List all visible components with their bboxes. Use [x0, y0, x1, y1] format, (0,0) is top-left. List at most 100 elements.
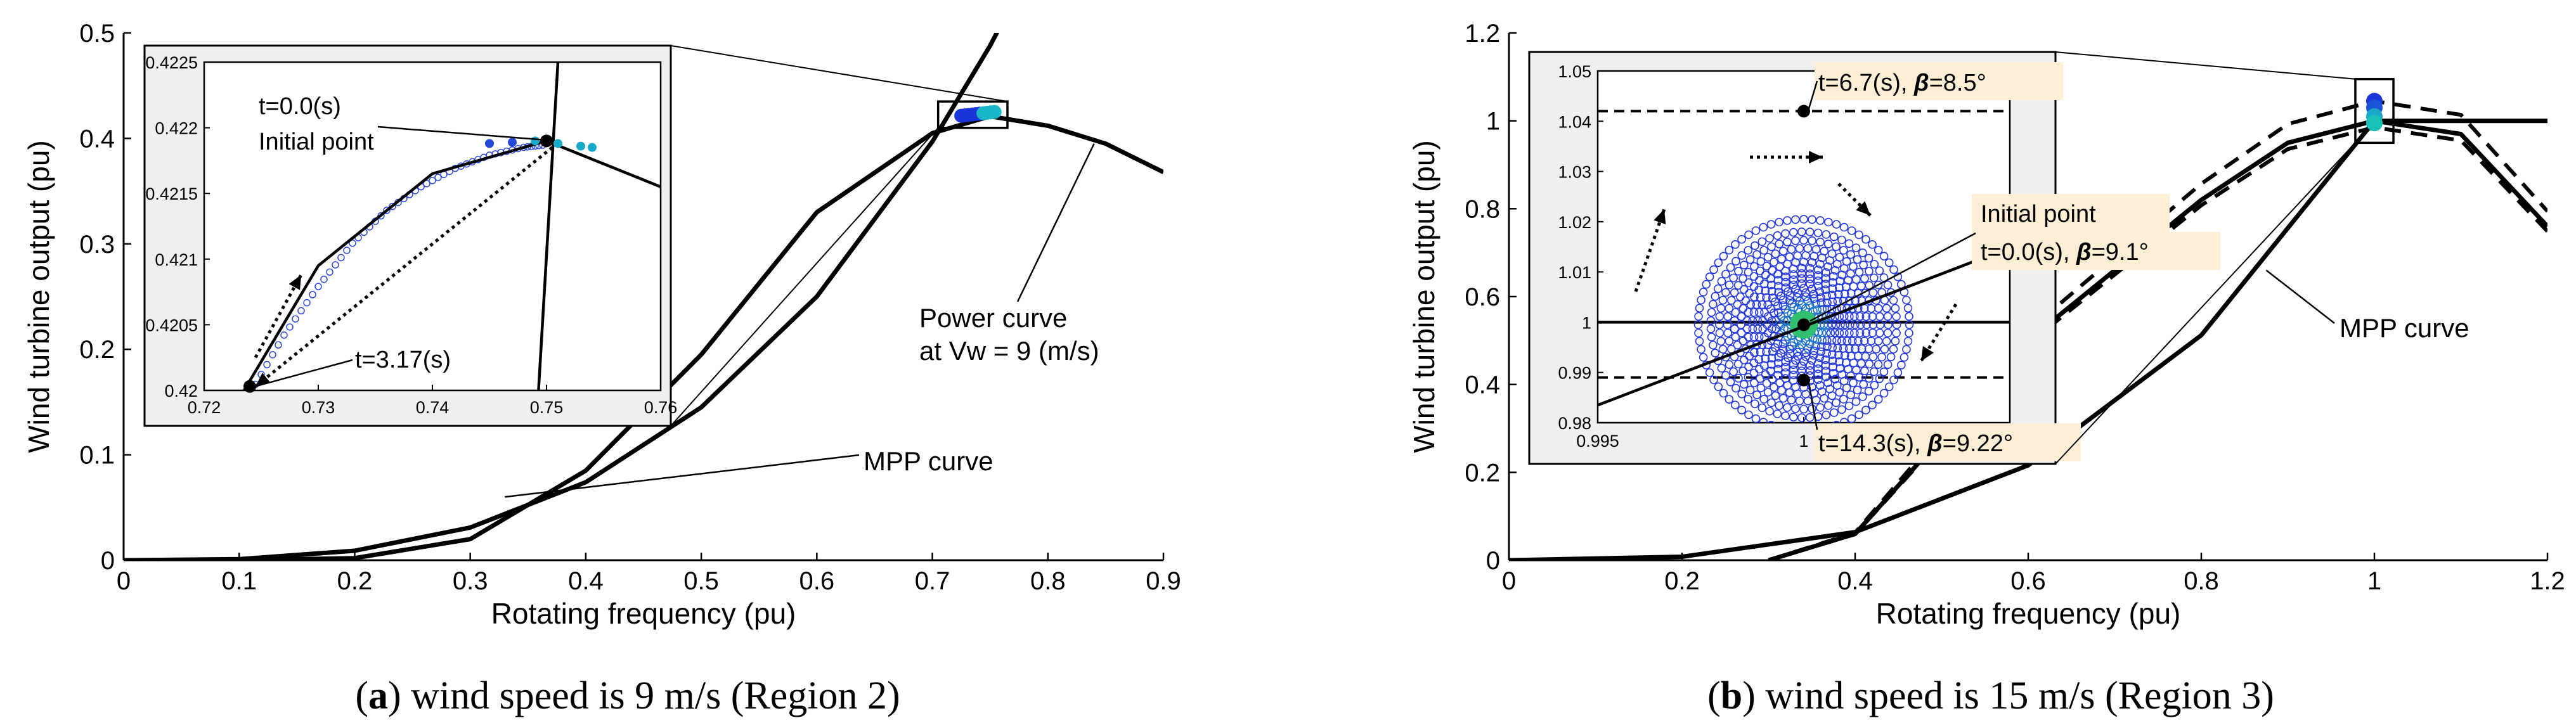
- inset-b-orbit-point: [1725, 304, 1734, 313]
- inset-b-orbit-point: [1756, 257, 1766, 266]
- inset-b-orbit-point: [1770, 383, 1778, 392]
- inset-b-orbit-point: [1854, 267, 1864, 277]
- inset-b-orbit-point: [1749, 308, 1759, 317]
- inset-a-spread-point: [508, 138, 517, 147]
- inset-b-orbit-point: [1725, 337, 1734, 346]
- inset-b-orbit-point: [1789, 413, 1798, 422]
- inset-b-orbit-point: [1854, 373, 1864, 382]
- inset-a-trajectory-point: [332, 261, 339, 269]
- inset-b-orbit-point: [1779, 247, 1788, 256]
- inset-b-orbit-point: [1884, 382, 1894, 392]
- inset-b-orbit-point: [1827, 391, 1837, 401]
- inset-b-orbit-point: [1877, 352, 1886, 362]
- inset-b-orbit-point: [1793, 352, 1803, 361]
- inset-b-orbit-point: [1833, 297, 1842, 306]
- inset-b-orbit-point: [1756, 383, 1766, 392]
- inset-b-orbit-point: [1744, 267, 1753, 277]
- inset-a-xtick-label: 0.75: [530, 398, 564, 417]
- inset-b-orbit-point: [1839, 312, 1849, 321]
- inset-b-orbit-point: [1731, 240, 1740, 249]
- inset-b-orbit-point: [1762, 347, 1771, 357]
- inset-b-orbit-point: [1768, 266, 1777, 275]
- inset-b-leader-initial: [1809, 232, 1976, 322]
- inset-b-arrow-up-head: [1654, 209, 1666, 225]
- inset-b-orbit-point: [1835, 388, 1844, 397]
- inset-b-orbit-point: [1781, 411, 1790, 421]
- annotation-power-line1: Power curve: [919, 303, 1067, 333]
- inset-b-orbit-point: [1874, 395, 1883, 404]
- inset-b-ytick-label: 0.99: [1558, 364, 1591, 383]
- inset-b-orbit-point: [1789, 228, 1798, 237]
- inset-b-orbit-point: [1858, 248, 1867, 257]
- connector-b-top: [2055, 51, 2356, 80]
- inset-b-orbit-point: [1725, 245, 1734, 255]
- inset-b-orbit-point: [1758, 324, 1768, 333]
- inset-b-orbit-point: [1714, 382, 1723, 392]
- inset-b-content: [1598, 110, 2010, 423]
- inset-b-arrow-down-right-head: [1856, 201, 1870, 215]
- inset-b-orbit-point: [1884, 320, 1893, 330]
- b-ytick-label: 0: [1486, 547, 1500, 575]
- inset-b-orbit-point: [1891, 337, 1900, 346]
- inset-b-orbit-point: [1765, 406, 1774, 416]
- inset-b-orbit-point: [1716, 304, 1726, 313]
- inset-b-orbit-point: [1787, 245, 1796, 254]
- inset-b-orbit-point: [1753, 316, 1763, 325]
- inset-b-orbit-point: [1753, 324, 1763, 333]
- inset-b-label-bottom: t=14.3(s), β=9.22°: [1818, 430, 2013, 457]
- inset-b-orbit-point: [1892, 328, 1901, 338]
- inset-b-orbit-point: [1745, 255, 1755, 264]
- inset-b-orbit-point: [1842, 383, 1851, 392]
- inset-b-label-bottom-bg: [1815, 423, 2081, 461]
- inset-b-orbit-point: [1844, 239, 1854, 248]
- inset-b-orbit-point: [1875, 266, 1884, 276]
- inset-b-orbit-point: [1832, 242, 1841, 252]
- inset-b-orbit-point: [1757, 403, 1767, 413]
- inset-b-orbit-point: [1763, 388, 1773, 397]
- inset-b-orbit-point: [1875, 328, 1884, 338]
- inset-a-ytick-label: 0.4215: [145, 184, 198, 203]
- inset-b-orbit-point: [1758, 316, 1768, 325]
- inset-b-orbit-point: [1773, 231, 1782, 240]
- inset-a-trajectory-point: [389, 202, 396, 210]
- inset-b-orbit-point: [1835, 253, 1844, 262]
- inset-b-orbit-point: [1811, 341, 1820, 350]
- inset-b-orbit-point: [1833, 343, 1842, 353]
- inset-b-orbit-point: [1813, 369, 1823, 378]
- inset-b-orbit-point: [1854, 410, 1863, 420]
- inset-b-orbit-point: [1882, 337, 1891, 346]
- inset-b-leader-top: [1808, 80, 1818, 109]
- inset-b-orbit-point: [1883, 360, 1893, 369]
- inset-b-orbit-point: [1795, 244, 1804, 253]
- inset-b-orbit-point: [1821, 274, 1830, 283]
- inset-b-orbit-point: [1797, 274, 1806, 283]
- inset-b-orbit-point: [1883, 280, 1893, 290]
- inset-a-trajectory-point: [292, 315, 299, 323]
- a-xtick-label: 0.5: [683, 567, 719, 595]
- inset-b-arrow-right-head: [1809, 151, 1823, 164]
- inset-b-label-initial-bg: [1972, 194, 2170, 232]
- inset-b-orbit-point: [1808, 382, 1816, 392]
- inset-b-orbit-point: [1903, 337, 1913, 346]
- inset-b-orbit-point: [1816, 403, 1825, 412]
- inset-b-orbit-point: [1842, 257, 1851, 266]
- annotation-mpp-curve: MPP curve: [864, 446, 994, 476]
- inset-a-leader-initial: [377, 125, 542, 141]
- inset-b-orbit-point: [1892, 320, 1901, 330]
- inset-b-orbit-point: [1845, 312, 1854, 321]
- inset-b-orbit-point: [1733, 300, 1742, 309]
- inset-b-orbit-point: [1806, 274, 1815, 283]
- inset-b-orbit-point: [1709, 265, 1718, 274]
- inset-b-orbit-point: [1860, 366, 1869, 376]
- inset-b-orbit-point: [1738, 274, 1747, 283]
- inset-b-bottom-point: [1797, 373, 1810, 387]
- inset-b-orbit-point: [1903, 304, 1913, 313]
- inset-b-orbit-point: [1694, 312, 1703, 321]
- a-xlabel: Rotating frequency (pu): [491, 597, 796, 630]
- inset-b-orbit-point: [1791, 236, 1800, 245]
- inset-b-orbit-point: [1730, 316, 1739, 325]
- inset-b-orbit-point: [1856, 320, 1865, 330]
- inset-b-orbit-point: [1750, 262, 1759, 271]
- inset-b-orbit-point: [1771, 324, 1780, 333]
- inset-b-orbit-point: [1748, 316, 1757, 325]
